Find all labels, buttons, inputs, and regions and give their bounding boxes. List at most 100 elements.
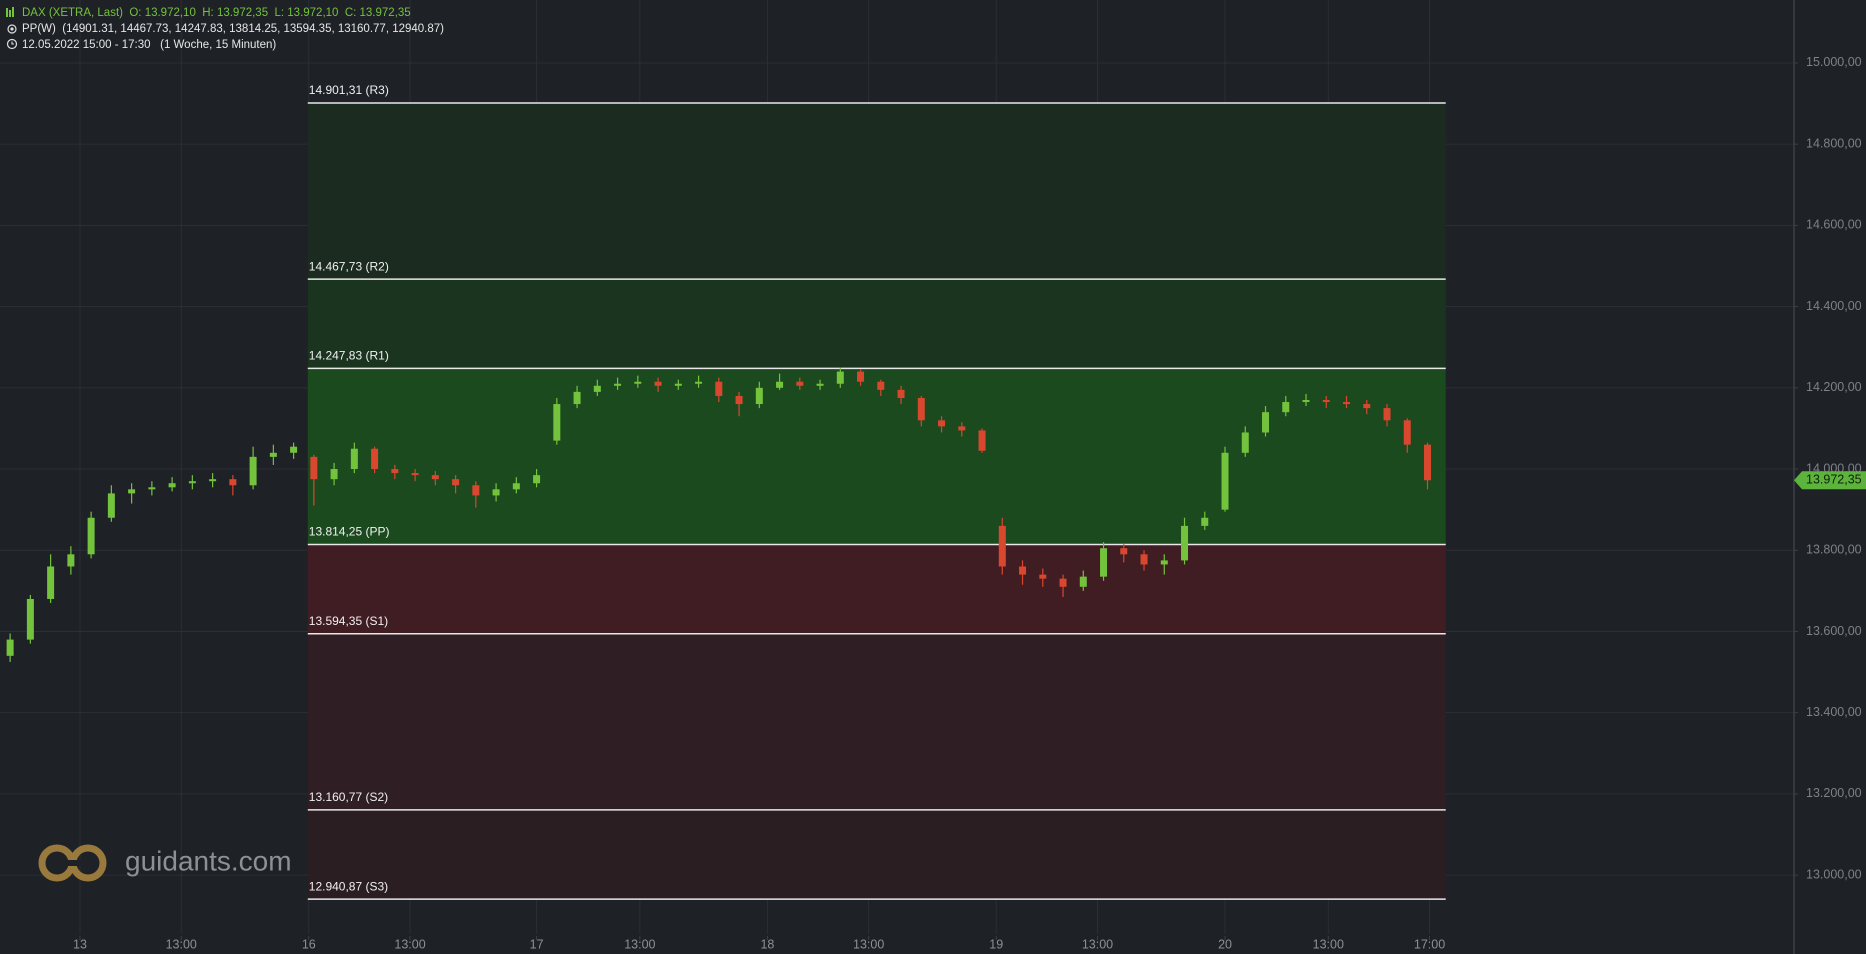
candle-body (330, 469, 338, 480)
candle-body (796, 381, 804, 386)
candle-body (26, 598, 34, 640)
x-tick-label: 13:00 (166, 937, 197, 951)
x-tick-label: 13 (73, 937, 87, 951)
y-tick-label: 13.400,00 (1806, 705, 1862, 719)
y-tick-label: 14.400,00 (1806, 299, 1862, 313)
candle-body (938, 420, 946, 427)
last-price-label: 13.972,35 (1806, 473, 1862, 487)
candle-body (107, 493, 115, 518)
candle-body (1322, 399, 1330, 403)
candle-body (1160, 560, 1168, 565)
candle-body (229, 479, 237, 486)
candle-body (431, 475, 439, 480)
candle-body (755, 387, 763, 405)
candle-body (1181, 525, 1189, 561)
candle-body (553, 404, 561, 441)
candle-body (1363, 404, 1371, 409)
candle-body (209, 479, 217, 482)
x-tick-label: 16 (302, 937, 316, 951)
candle-body (411, 473, 419, 476)
candle-body (573, 391, 581, 405)
pivot-zone (307, 544, 1446, 634)
candle-body (1100, 548, 1108, 577)
x-tick-label: 13:00 (1313, 937, 1344, 951)
candle-body (290, 446, 298, 453)
last-price-tag (1794, 471, 1866, 490)
candle-body (188, 481, 196, 484)
candle-body (897, 389, 905, 398)
candle-body (492, 489, 500, 496)
pivot-label: 14.901,31 (R3) (309, 83, 389, 97)
y-tick-label: 14.800,00 (1806, 136, 1862, 150)
watermark-logo-gap (58, 860, 86, 866)
pivot-label: 14.247,83 (R1) (309, 349, 389, 363)
candle-body (634, 381, 642, 384)
candle-body (1019, 566, 1027, 575)
candle-body (695, 381, 703, 384)
candle-body (715, 381, 723, 396)
y-tick-label: 13.800,00 (1806, 543, 1862, 557)
candle-body (654, 381, 662, 386)
header-indicator: PP(W) (14901.31, 14467.73, 14247.83, 138… (22, 23, 444, 35)
pivot-label: 14.467,73 (R2) (309, 259, 389, 273)
candle-body (512, 483, 520, 490)
x-tick-label: 13:00 (853, 937, 884, 951)
candle-body (917, 397, 925, 421)
candle-body (350, 448, 358, 470)
candle-body (533, 475, 541, 484)
candle-body (1383, 408, 1391, 421)
candle-body (998, 525, 1006, 567)
candle-body (371, 448, 379, 470)
candle-body (87, 517, 95, 555)
candle-body (47, 566, 55, 599)
candle-body (310, 456, 318, 480)
pivot-label: 13.594,35 (S1) (309, 614, 388, 628)
plot-underlay (0, 0, 1794, 934)
candle-body (958, 426, 966, 431)
watermark: guidants.com (125, 845, 292, 876)
x-tick-label: 13:00 (1082, 937, 1113, 951)
candle-body (836, 371, 844, 384)
y-tick-label: 14.200,00 (1806, 380, 1862, 394)
header-title: DAX (XETRA, Last) O: 13.972,10 H: 13.972… (22, 7, 411, 19)
y-tick-label: 13.200,00 (1806, 786, 1862, 800)
candle-body (269, 452, 277, 457)
candle-body (1039, 574, 1047, 579)
candle-body (6, 639, 14, 656)
candle-body (1079, 576, 1087, 587)
candle-body (168, 483, 176, 488)
candle-body (614, 383, 622, 386)
header-period: 12.05.2022 15:00 - 17:30 (1 Woche, 15 Mi… (22, 39, 276, 51)
y-tick-label: 15.000,00 (1806, 55, 1862, 69)
candle-body (1343, 402, 1351, 405)
y-tick-label: 14.600,00 (1806, 218, 1862, 232)
x-tick-label: 19 (989, 937, 1003, 951)
candle-body (978, 430, 986, 451)
pivot-label: 12.940,87 (S3) (309, 879, 388, 893)
candle-body (1302, 399, 1310, 403)
candle-body (1201, 517, 1209, 526)
candle-body (593, 385, 601, 392)
y-tick-label: 13.000,00 (1806, 867, 1862, 881)
candle-body (1424, 444, 1432, 481)
pivot-zone (307, 103, 1446, 280)
candle-body (128, 489, 136, 494)
x-tick-label: 17:00 (1414, 937, 1445, 951)
x-tick-label: 13:00 (394, 937, 425, 951)
candle-body (1262, 412, 1270, 433)
candle-body (1403, 420, 1411, 445)
candle-body (452, 479, 460, 486)
header-icons (6, 7, 18, 50)
pivot-zone (307, 368, 1446, 545)
pivot-label: 13.160,77 (S2) (309, 790, 388, 804)
candle-body (1282, 402, 1290, 413)
candle-body (816, 383, 824, 386)
candle-body (67, 554, 75, 567)
candle-body (1241, 432, 1249, 453)
x-tick-label: 18 (760, 937, 774, 951)
candle-body (148, 487, 156, 490)
candle-body (857, 371, 865, 382)
pivot-zone (307, 633, 1446, 810)
x-tick-label: 17 (530, 937, 544, 951)
